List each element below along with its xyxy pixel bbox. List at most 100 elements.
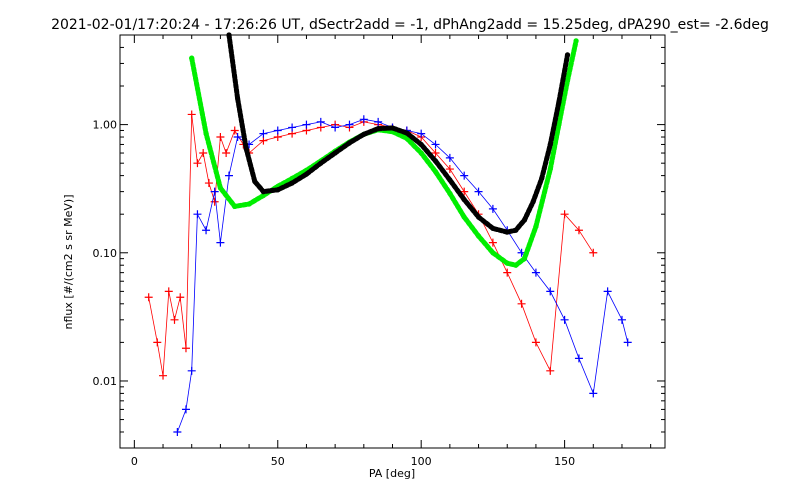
- x-tick-label-3: 150: [554, 455, 575, 468]
- x-tick-label-1: 50: [271, 455, 285, 468]
- fit-point-1-1: [235, 95, 241, 101]
- scatter-point-0-1: [153, 338, 162, 347]
- scatter-point-0-2: [159, 371, 168, 380]
- scatter-point-1-10: [259, 129, 268, 138]
- fit-layer: [189, 32, 579, 268]
- scatter-point-1-8: [233, 133, 242, 142]
- y-tick-label-0: 0.01: [93, 375, 118, 388]
- y-axis-label: nflux [#/(cm2 s sr MeV)]: [62, 195, 75, 330]
- fit-point-0-28: [564, 78, 571, 84]
- plot-frame: [119, 34, 666, 449]
- fit-point-0-27: [556, 122, 562, 128]
- scatter-point-1-5: [210, 187, 219, 196]
- x-tick-label-2: 100: [411, 455, 432, 468]
- scatter-point-1-24: [460, 171, 469, 180]
- scatter-point-1-34: [603, 287, 612, 296]
- scatter-point-1-32: [574, 354, 583, 363]
- fit-point-0-16: [418, 150, 424, 156]
- fit-point-1-11: [361, 131, 367, 137]
- fit-point-0-26: [547, 166, 553, 172]
- scatter-point-0-7: [187, 110, 196, 119]
- y-tick-label-2: 1.00: [93, 119, 118, 132]
- scatter-series-line-0: [148, 114, 594, 376]
- scatter-point-1-3: [193, 210, 202, 219]
- scatter-series-line-1: [177, 118, 629, 433]
- fit-point-1-7: [303, 171, 309, 177]
- scatter-point-1-15: [331, 123, 340, 132]
- scatter-point-0-17: [259, 136, 268, 145]
- fit-point-1-14: [404, 130, 410, 136]
- scatter-point-1-6: [216, 238, 225, 247]
- scatter-point-0-4: [170, 315, 179, 324]
- scatter-point-0-3: [164, 287, 173, 296]
- fit-point-1-2: [243, 146, 249, 152]
- fit-point-0-18: [447, 190, 453, 197]
- scatter-point-0-38: [560, 210, 569, 219]
- fit-point-0-4: [246, 201, 252, 207]
- scatter-point-1-16: [345, 120, 354, 129]
- fit-point-1-17: [447, 177, 453, 183]
- scatter-point-0-13: [222, 149, 231, 158]
- scatter-point-1-25: [474, 187, 483, 196]
- chart-title: 2021-02-01/17:20:24 - 17:26:26 UT, dSect…: [51, 17, 769, 33]
- fit-point-1-12: [375, 126, 381, 132]
- scatter-point-0-14: [230, 126, 239, 135]
- fit-point-0-5: [260, 192, 266, 199]
- scatter-point-1-0: [173, 427, 182, 436]
- scatter-point-0-5: [176, 293, 185, 302]
- scatter-point-1-21: [417, 129, 426, 138]
- fit-point-1-6: [289, 180, 295, 186]
- scatter-point-0-39: [574, 226, 583, 235]
- scatter-point-1-13: [302, 120, 311, 129]
- fit-point-1-16: [432, 158, 439, 164]
- scatter-point-1-23: [445, 153, 454, 162]
- fit-point-1-15: [418, 141, 424, 148]
- scatter-point-1-36: [623, 338, 632, 347]
- scatter-point-0-12: [216, 133, 225, 142]
- scatter-point-1-26: [488, 204, 497, 213]
- y-tick-label-1: 0.10: [93, 247, 118, 260]
- scatter-point-0-9: [199, 149, 208, 158]
- scatter-point-1-30: [546, 287, 555, 296]
- scatter-point-1-11: [273, 126, 282, 135]
- scatter-point-0-30: [445, 165, 454, 174]
- scatter-point-0-29: [431, 149, 440, 158]
- fit-point-0-23: [513, 262, 519, 268]
- fit-point-0-20: [476, 233, 482, 239]
- scatter-point-1-1: [181, 405, 190, 414]
- scatter-point-0-10: [204, 179, 213, 188]
- fit-point-1-28: [564, 52, 571, 58]
- x-tick-label-0: 0: [131, 455, 138, 468]
- fit-point-1-23: [521, 217, 528, 223]
- scatter-point-0-36: [531, 338, 540, 347]
- fit-point-1-3: [252, 178, 258, 185]
- x-axis-label: PA [deg]: [369, 467, 415, 480]
- scatter-point-0-35: [517, 299, 526, 308]
- fit-point-0-17: [432, 169, 439, 175]
- scatter-point-0-33: [488, 238, 497, 247]
- scatter-point-1-4: [202, 226, 211, 235]
- scatter-point-1-33: [589, 389, 598, 398]
- fit-point-1-4: [260, 189, 266, 195]
- fit-point-1-26: [547, 141, 553, 148]
- fit-point-0-0: [189, 55, 195, 61]
- fit-point-0-21: [490, 250, 496, 256]
- fit-point-1-18: [461, 197, 467, 203]
- fit-point-0-19: [461, 214, 467, 220]
- fit-point-0-22: [504, 260, 510, 266]
- scatter-point-1-7: [225, 171, 233, 180]
- fit-point-0-25: [533, 224, 539, 230]
- scatter-point-1-29: [531, 268, 540, 277]
- scatter-point-0-37: [546, 366, 555, 375]
- scatter-point-0-40: [589, 248, 598, 257]
- scatter-point-0-34: [503, 268, 512, 277]
- fit-point-0-2: [217, 185, 223, 191]
- scatter-point-1-12: [288, 123, 297, 132]
- fit-point-1-10: [346, 140, 353, 146]
- scatter-point-0-0: [144, 293, 153, 302]
- fit-point-1-13: [389, 125, 396, 131]
- fit-point-1-21: [504, 229, 510, 235]
- scatter-point-1-18: [374, 117, 383, 126]
- scatter-point-1-31: [560, 315, 569, 324]
